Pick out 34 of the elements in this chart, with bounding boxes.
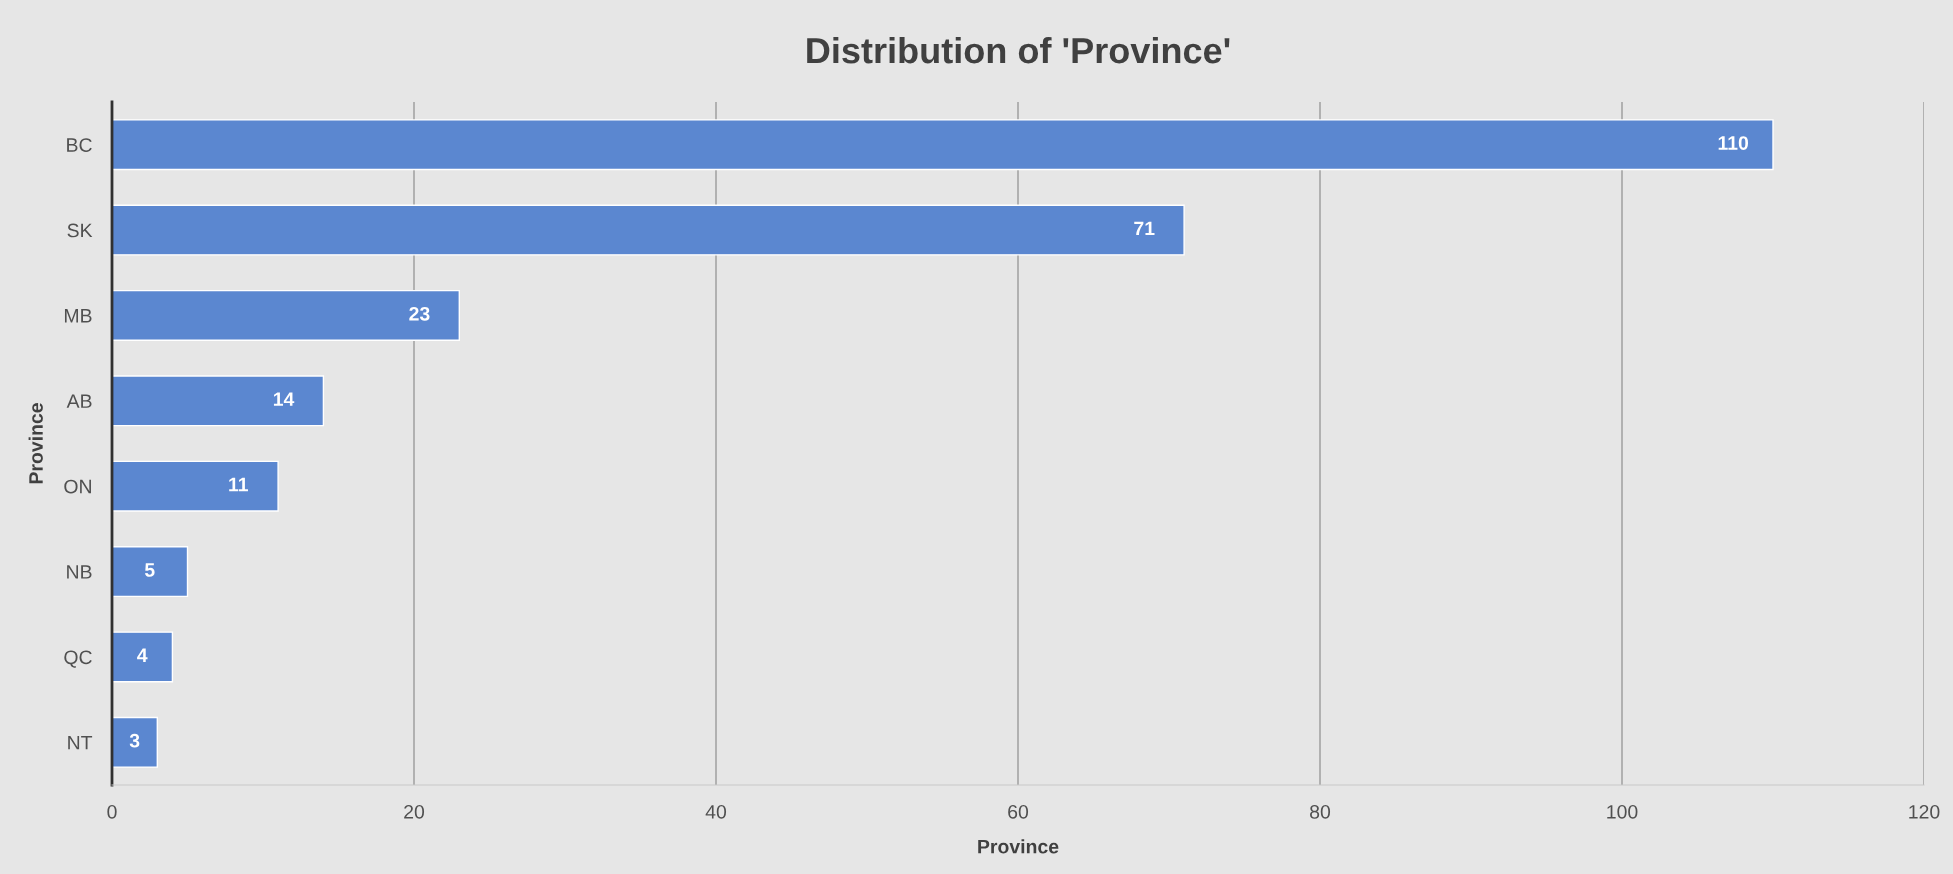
data-label: 4	[137, 648, 148, 662]
x-tick-label: 20	[404, 804, 425, 819]
y-tick-label: SK	[67, 223, 93, 238]
bar	[112, 716, 158, 768]
bar	[112, 546, 189, 598]
bar	[112, 289, 460, 341]
y-tick-label: ON	[64, 479, 91, 494]
x-axis-title: Province	[978, 839, 1059, 854]
bar	[112, 375, 325, 427]
y-tick-label: AB	[66, 394, 92, 408]
y-tick-label: BC	[67, 138, 92, 152]
y-tick-label: QC	[64, 650, 92, 668]
bar	[112, 460, 279, 512]
x-tick-label: 60	[1008, 804, 1029, 819]
x-tick-label: 80	[1310, 804, 1331, 819]
chart-title: Distribution of 'Province'	[807, 36, 1230, 64]
x-tick-label: 0	[107, 804, 117, 819]
y-tick-label: NB	[67, 565, 92, 579]
y-tick-label: MB	[64, 309, 92, 323]
x-tick-label: 40	[705, 804, 727, 819]
y-axis-title: Province	[28, 403, 43, 484]
data-label: 71	[1134, 221, 1155, 236]
x-tick-label: 100	[1607, 804, 1638, 819]
y-tick-label: NT	[68, 735, 93, 750]
data-label: 3	[129, 733, 140, 748]
bar	[112, 204, 1185, 256]
bar	[112, 631, 174, 683]
bar	[112, 119, 1774, 171]
data-label: 110	[1718, 136, 1749, 150]
data-label: 14	[273, 392, 295, 406]
data-label: 11	[229, 477, 248, 492]
data-label: 5	[144, 563, 155, 577]
x-tick-label: 120	[1909, 804, 1940, 819]
data-label: 23	[409, 306, 430, 321]
